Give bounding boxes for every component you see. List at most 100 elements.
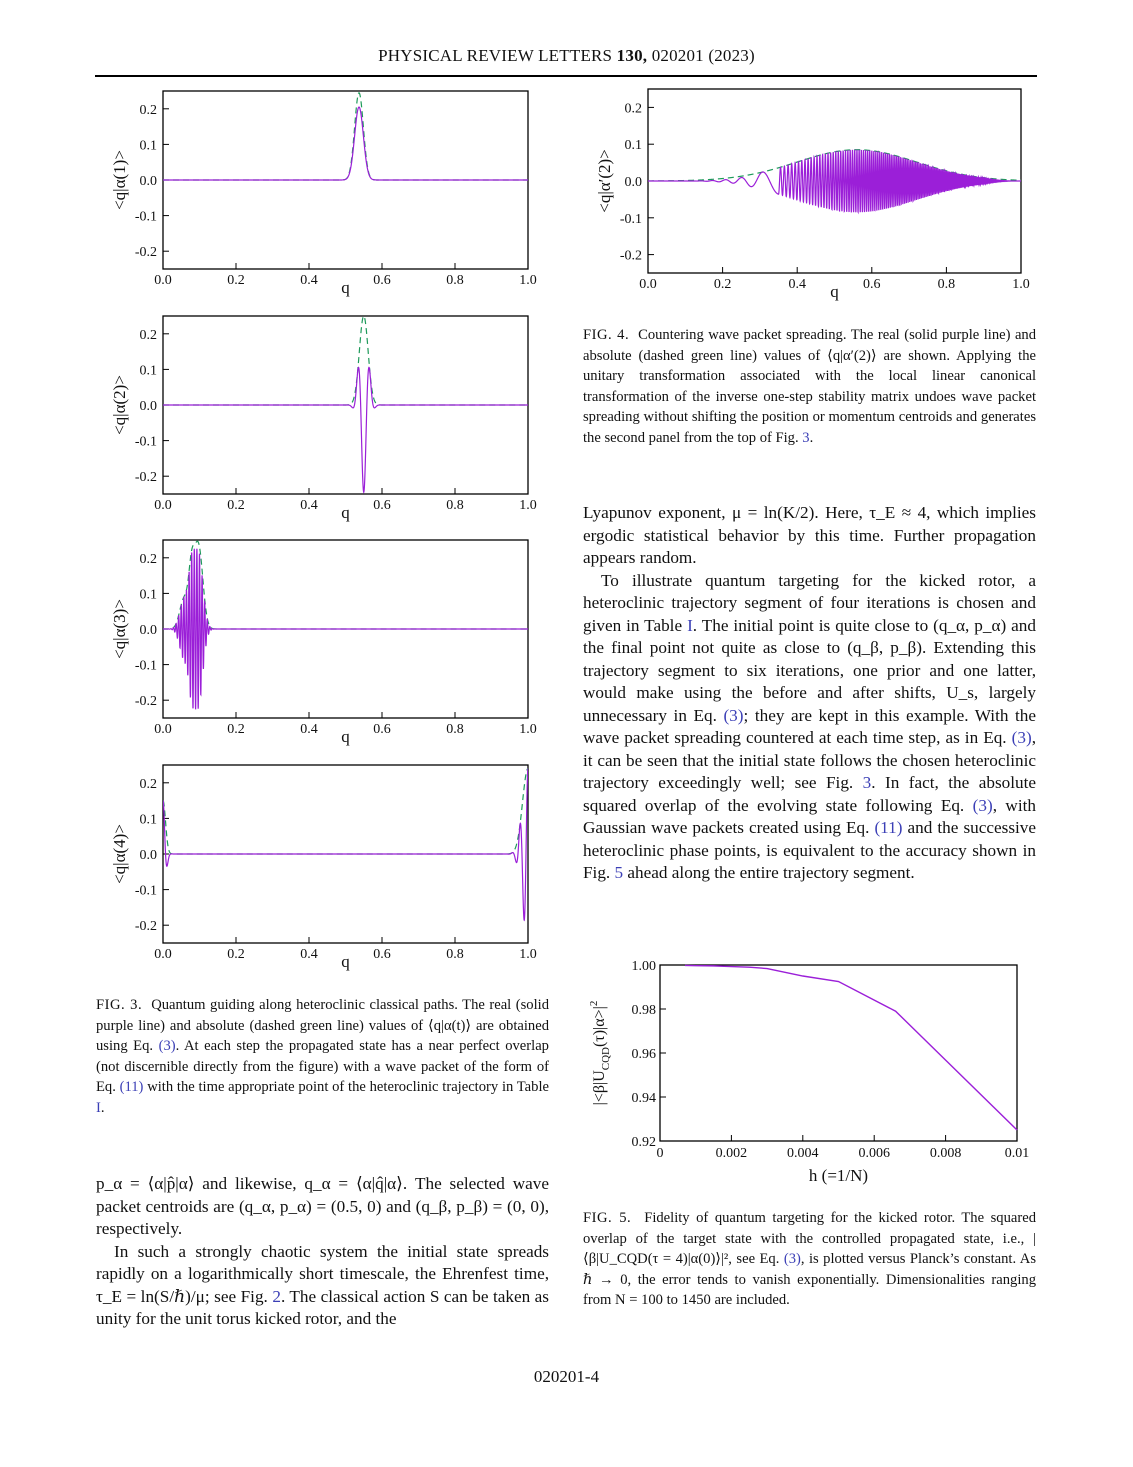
right-p2-eq-link-1[interactable]: (3) bbox=[723, 705, 744, 725]
fig3-caption-table-link[interactable]: I bbox=[96, 1099, 101, 1116]
y-tick-label: 1.00 bbox=[632, 959, 657, 974]
volume-number: 130, bbox=[616, 46, 648, 65]
fig4-caption-fig-link[interactable]: 3 bbox=[802, 429, 810, 446]
fig5-caption-eq-link[interactable]: (3) bbox=[783, 1251, 801, 1268]
right-p2-table-link[interactable]: I bbox=[687, 615, 693, 635]
y-tick-label: -0.2 bbox=[620, 249, 642, 264]
right-p2-eq-link-2[interactable]: (3) bbox=[1011, 728, 1032, 747]
y-tick-label: -0.2 bbox=[135, 919, 157, 934]
abs-series-line bbox=[648, 149, 1021, 182]
y-axis-label-sub: CQD bbox=[600, 1047, 612, 1070]
fig3-caption-text-c: with the time appropriate point of the h… bbox=[147, 1079, 549, 1096]
x-tick-label: 0.0 bbox=[639, 277, 657, 292]
fig3-caption-text-a: Quantum guiding along heteroclinic class… bbox=[96, 997, 549, 1055]
y-tick-label: 0.2 bbox=[140, 777, 158, 792]
fig3-caption-eq-link[interactable]: (3) bbox=[158, 1038, 176, 1055]
x-tick-label: 0.4 bbox=[300, 273, 318, 288]
x-tick-label: 1.0 bbox=[519, 722, 537, 737]
right-p2-fig-link-5[interactable]: 5 bbox=[614, 863, 624, 882]
x-tick-label: 0.2 bbox=[227, 947, 245, 962]
x-tick-label: 0.6 bbox=[373, 498, 391, 513]
fig4-caption: FIG. 4. Countering wave packet spreading… bbox=[583, 325, 1036, 449]
y-tick-label: 0.1 bbox=[140, 138, 158, 153]
y-tick-label: 0.1 bbox=[140, 812, 158, 827]
right-p2-text-h: ahead along the entire trajectory segmen… bbox=[627, 863, 915, 882]
y-tick-label: 0.2 bbox=[140, 103, 158, 118]
x-tick-label: 0.2 bbox=[227, 722, 245, 737]
right-column-body: Lyapunov exponent, μ = ln(K/2). Here, τ_… bbox=[583, 502, 1036, 885]
x-tick-label: 0.4 bbox=[300, 498, 318, 513]
fig3-caption: FIG. 3. Quantum guiding along heteroclin… bbox=[96, 995, 549, 1119]
y-tick-label: -0.2 bbox=[135, 470, 157, 485]
y-tick-label: -0.1 bbox=[135, 659, 157, 674]
y-tick-label: 0.98 bbox=[632, 1003, 657, 1018]
fig5-caption-text-b: , is plotted versus Planck’s constant. A… bbox=[583, 1251, 1036, 1309]
fig3-panel-3: 0.2 0.1 0.0 -0.1 -0.2 0.0 0.2 0.4 0.6 0.8 1.0 q <q|α… bbox=[110, 539, 537, 746]
y-tick-label: 0.0 bbox=[140, 174, 158, 189]
y-tick-label: 0.0 bbox=[140, 623, 158, 638]
x-tick-label: 0.0 bbox=[154, 498, 172, 513]
x-tick-label: 0.8 bbox=[446, 498, 464, 513]
y-tick-label: 0.96 bbox=[632, 1047, 657, 1062]
y-tick-label: 0.94 bbox=[632, 1091, 657, 1106]
left-column-body: p_α = ⟨α|p̂|α⟩ and likewise, q_α = ⟨α|q̂… bbox=[96, 1173, 549, 1331]
y-tick-label: -0.2 bbox=[135, 245, 157, 260]
fig4-caption-label: FIG. 4. bbox=[583, 327, 630, 343]
x-axis-label: q bbox=[341, 503, 350, 522]
x-tick-label: 0.8 bbox=[446, 273, 464, 288]
x-axis-label: h (=1/N) bbox=[809, 1166, 868, 1185]
left-paragraph-2-text-b: . The classical action S can be taken as… bbox=[96, 1286, 549, 1329]
y-tick-label: -0.1 bbox=[135, 210, 157, 225]
x-tick-label: 0.2 bbox=[227, 273, 245, 288]
x-tick-label: 0.6 bbox=[863, 277, 881, 292]
y-axis-label: <q|α(2)> bbox=[110, 375, 129, 435]
fig3-caption-eq11-link[interactable]: (11) bbox=[119, 1079, 144, 1096]
y-tick-label: -0.1 bbox=[135, 884, 157, 899]
right-p2-eq-link-3[interactable]: (3) bbox=[972, 795, 993, 815]
fig4-caption-text-a: Countering wave packet spreading. The re… bbox=[583, 327, 1037, 446]
y-tick-label: 0.0 bbox=[140, 848, 158, 863]
x-tick-label: 1.0 bbox=[519, 498, 537, 513]
running-header: PHYSICAL REVIEW LETTERS 130, 020201 (202… bbox=[0, 46, 1133, 66]
x-tick-label: 0.4 bbox=[788, 277, 806, 292]
right-p2-text-a: To illustrate quantum targeting for the … bbox=[583, 570, 1036, 635]
abs-series-line bbox=[163, 767, 528, 855]
page-number: 020201-4 bbox=[533, 1367, 600, 1386]
right-p2-text-e: . In fact, the absolute squared overlap … bbox=[583, 773, 1036, 815]
x-tick-label: 0.008 bbox=[930, 1146, 962, 1161]
right-p2-text-b: . The initial point is quite close to (q… bbox=[583, 615, 1036, 725]
abs-series-line bbox=[163, 316, 528, 406]
article-number: 020201 (2023) bbox=[651, 46, 755, 65]
x-axis-label: q bbox=[341, 278, 350, 297]
left-paragraph-2-text-a: In such a strongly chaotic system the in… bbox=[96, 1241, 549, 1306]
fig4-caption-text-b: . bbox=[809, 429, 814, 446]
x-tick-label: 0.002 bbox=[716, 1146, 748, 1161]
y-tick-label: -0.1 bbox=[620, 212, 642, 227]
y-tick-label: -0.1 bbox=[135, 435, 157, 450]
fig5-caption-label: FIG. 5. bbox=[583, 1210, 632, 1226]
fig5-caption: FIG. 5. Fidelity of quantum targeting fo… bbox=[583, 1208, 1036, 1311]
x-tick-label: 1.0 bbox=[519, 947, 537, 962]
fig3-panel-2: 0.2 0.1 0.0 -0.1 -0.2 0.0 0.2 0.4 0.6 0.8 1.0 q <q|α… bbox=[110, 315, 537, 522]
right-p2-fig-link-3[interactable]: 3 bbox=[862, 773, 872, 792]
right-p2-text-g: and the successive heteroclinic phase po… bbox=[583, 818, 1037, 882]
x-tick-label: 0.2 bbox=[227, 498, 245, 513]
x-tick-label: 0.8 bbox=[938, 277, 956, 292]
x-axis-label: q bbox=[341, 952, 350, 971]
y-tick-label: 0.2 bbox=[140, 552, 158, 567]
y-tick-label: -0.2 bbox=[135, 694, 157, 709]
real-series-line bbox=[163, 548, 528, 710]
x-tick-label: 0.6 bbox=[373, 947, 391, 962]
y-axis-label-sup: 2 bbox=[588, 1001, 600, 1007]
right-paragraph-2: To illustrate quantum targeting for the … bbox=[583, 570, 1036, 885]
left-paragraph-1: p_α = ⟨α|p̂|α⟩ and likewise, q_α = ⟨α|q̂… bbox=[96, 1174, 549, 1238]
fig5-plot: 1.00 0.98 0.96 0.94 0.920 0.002 0.004 0.006 0.00… bbox=[588, 959, 1030, 1185]
y-tick-label: 0.0 bbox=[140, 399, 158, 414]
x-tick-label: 0.4 bbox=[300, 947, 318, 962]
left-paragraph-2-fig-link[interactable]: 2 bbox=[272, 1286, 281, 1306]
x-tick-label: 0.01 bbox=[1005, 1146, 1030, 1161]
right-p2-eq11-link[interactable]: (11) bbox=[874, 818, 903, 837]
x-tick-label: 0.0 bbox=[154, 947, 172, 962]
x-axis-label: q bbox=[830, 282, 839, 301]
right-p2-text-d: , it can be seen that the initial state … bbox=[583, 728, 1036, 792]
